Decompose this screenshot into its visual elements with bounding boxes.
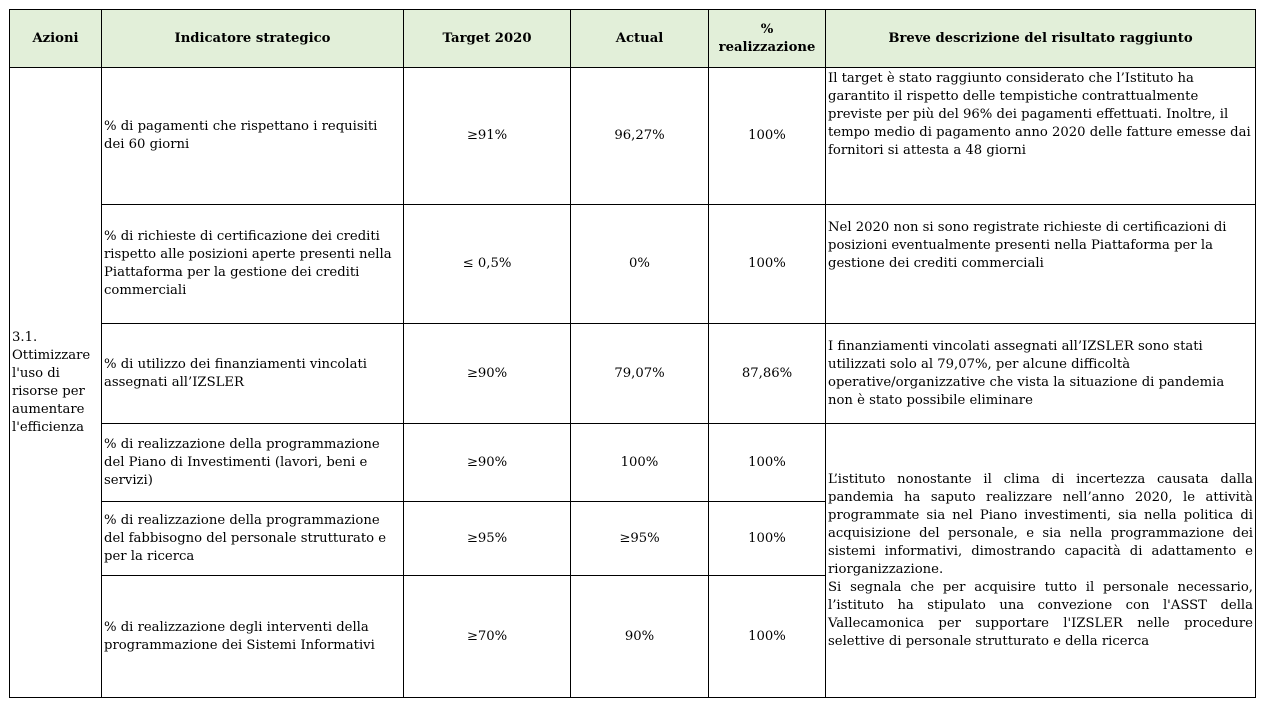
indicatore-cell: % di utilizzo dei finanziamenti vincolat…: [101, 323, 404, 424]
realizzazione-cell: 87,86%: [708, 323, 826, 424]
actual-cell: 0%: [570, 204, 709, 324]
indicatore-cell: % di realizzazione della programmazione …: [101, 423, 404, 502]
target-cell: ≥95%: [403, 501, 571, 576]
results-table: Azioni Indicatore strategico Target 2020…: [9, 9, 1256, 698]
descrizione-cell: Il target è stato raggiunto considerato …: [825, 67, 1256, 205]
header-target: Target 2020: [403, 9, 571, 68]
target-cell: ≥91%: [403, 67, 571, 205]
realizzazione-cell: 100%: [708, 501, 826, 576]
descrizione-cell: I finanziamenti vincolati assegnati all’…: [825, 323, 1256, 424]
table-row: % di realizzazione degli interventi dell…: [10, 575, 1256, 698]
target-cell: ≥70%: [403, 575, 571, 698]
descrizione-merged-cell: L’istituto nonostante il clima di incert…: [825, 423, 1256, 698]
realizzazione-cell: 100%: [708, 204, 826, 324]
target-cell: ≥90%: [403, 323, 571, 424]
header-actual: Actual: [570, 9, 709, 68]
actual-cell: 100%: [570, 423, 709, 502]
azione-cell: 3.1. Ottimizzare l'uso di risorse per au…: [9, 67, 102, 698]
table-row: % di utilizzo dei finanziamenti vincolat…: [10, 323, 1256, 424]
actual-cell: 79,07%: [570, 323, 709, 424]
realizzazione-cell: 100%: [708, 575, 826, 698]
target-cell: ≤ 0,5%: [403, 204, 571, 324]
header-row: Azioni Indicatore strategico Target 2020…: [9, 9, 1256, 68]
header-realizzazione: % realizzazione: [708, 9, 826, 68]
indicatore-cell: % di pagamenti che rispettano i requisit…: [101, 67, 404, 205]
descrizione-cell: Nel 2020 non si sono registrate richiest…: [825, 204, 1256, 324]
header-indicatore: Indicatore strategico: [101, 9, 404, 68]
target-cell: ≥90%: [403, 423, 571, 502]
indicatore-cell: % di realizzazione della programmazione …: [101, 501, 404, 576]
table-row: 3.1. Ottimizzare l'uso di risorse per au…: [9, 67, 1256, 698]
table-row: % di richieste di certificazione dei cre…: [10, 204, 1256, 324]
table-row: % di realizzazione della programmazione …: [10, 501, 1256, 576]
actual-cell: 96,27%: [570, 67, 709, 205]
descrizione-paragraph-2: Si segnala che per acquisire tutto il pe…: [828, 579, 1253, 649]
table-row: % di realizzazione della programmazione …: [10, 423, 1256, 698]
realizzazione-cell: 100%: [708, 423, 826, 502]
header-azioni: Azioni: [9, 9, 102, 68]
header-descrizione: Breve descrizione del risultato raggiunt…: [825, 9, 1256, 68]
actual-cell: ≥95%: [570, 501, 709, 576]
indicatore-cell: % di realizzazione degli interventi dell…: [101, 575, 404, 698]
indicatore-cell: % di richieste di certificazione dei cre…: [101, 204, 404, 324]
realizzazione-cell: 100%: [708, 67, 826, 205]
actual-cell: 90%: [570, 575, 709, 698]
descrizione-paragraph-1: L’istituto nonostante il clima di incert…: [828, 471, 1253, 577]
